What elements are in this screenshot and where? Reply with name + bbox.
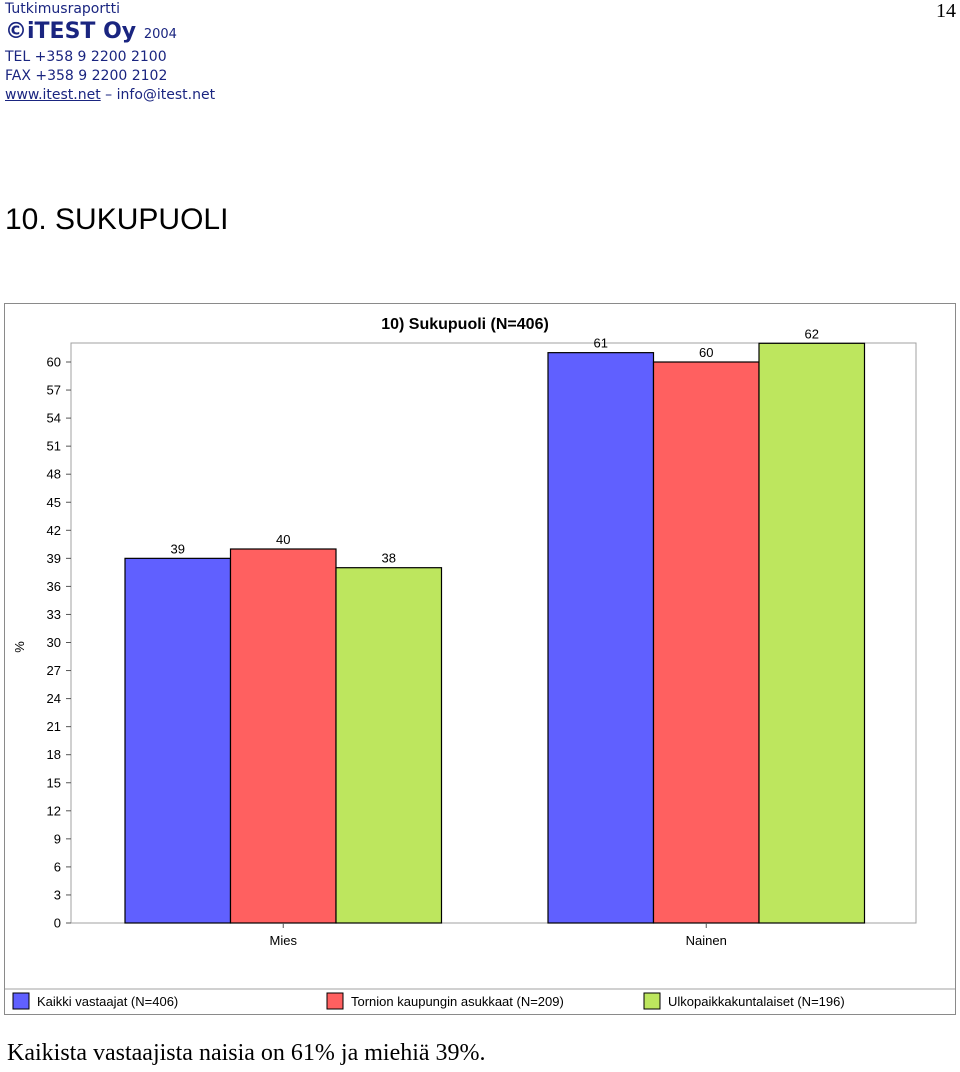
chart-legend: Kaikki vastaajat (N=406) Tornion kaupungi… xyxy=(12,992,845,1010)
email-address: info@itest.net xyxy=(116,87,216,103)
legend-swatch xyxy=(643,992,661,1010)
chart-frame: 10) Sukupuoli (N=406) % 0 3 6 9 12 15 18 21 24 27… xyxy=(4,303,956,1015)
brand-year: 2004 xyxy=(143,27,177,42)
bar-mies-series-1 xyxy=(124,557,232,924)
website-link[interactable]: www.itest.net xyxy=(5,87,101,103)
x-axis-categories: Mies Nainen xyxy=(270,923,727,948)
data-label: 40 xyxy=(276,532,290,547)
y-tick-label: 27 xyxy=(47,663,61,678)
y-tick-label: 21 xyxy=(47,719,61,734)
legend-label: Ulkopaikkakuntalaiset (N=196) xyxy=(668,994,845,1009)
y-tick-label: 3 xyxy=(54,887,61,902)
y-tick-label: 42 xyxy=(47,523,61,538)
x-category-label: Mies xyxy=(270,933,298,948)
contact-separator: – xyxy=(105,87,113,103)
y-tick-label: 6 xyxy=(54,859,61,874)
contact-line: www.itest.net – info@itest.net xyxy=(5,86,215,105)
page-number: 14 xyxy=(936,0,956,22)
bar-mies-series-3 xyxy=(335,567,443,924)
data-label: 60 xyxy=(699,345,713,360)
y-tick-label: 0 xyxy=(54,916,61,931)
copyright-icon: © xyxy=(5,19,27,44)
section-title: 10. SUKUPUOLI xyxy=(5,203,229,236)
y-tick-label: 30 xyxy=(47,635,61,650)
y-tick-label: 54 xyxy=(47,411,61,426)
bars: 39 40 38 61 60 62 xyxy=(124,326,866,924)
y-tick-label: 18 xyxy=(47,747,61,762)
report-label: Tutkimusraportti xyxy=(5,1,121,17)
bar-nainen-series-1 xyxy=(547,352,655,924)
y-tick-label: 24 xyxy=(47,691,61,706)
y-tick-label: 33 xyxy=(47,607,61,622)
y-tick-label: 39 xyxy=(47,551,61,566)
y-tick-label: 60 xyxy=(47,355,61,370)
report-header: Tutkimusraportti ©iTEST Oy 2004 TEL +358… xyxy=(5,0,215,105)
y-tick-label: 45 xyxy=(47,495,61,510)
legend-label: Kaikki vastaajat (N=406) xyxy=(37,994,178,1009)
bar-nainen-series-2 xyxy=(652,361,760,924)
legend-swatch xyxy=(326,992,344,1010)
telephone: TEL +358 9 2200 2100 xyxy=(5,49,167,65)
y-tick-label: 15 xyxy=(47,775,61,790)
x-category-label: Nainen xyxy=(686,933,727,948)
data-label: 62 xyxy=(805,326,819,341)
chart-title: 10) Sukupuoli (N=406) xyxy=(381,316,549,333)
data-label: 61 xyxy=(594,336,608,351)
legend-label: Tornion kaupungin asukkaat (N=209) xyxy=(351,994,564,1009)
brand-name: iTEST Oy xyxy=(27,19,137,44)
y-axis-label: % xyxy=(12,641,27,653)
legend-swatch xyxy=(12,992,30,1010)
bar-mies-series-2 xyxy=(229,548,337,924)
summary-text: Kaikista vastaajista naisia on 61% ja mi… xyxy=(7,1040,486,1066)
fax: FAX +358 9 2200 2102 xyxy=(5,68,168,84)
y-tick-label: 9 xyxy=(54,831,61,846)
bar-chart: 10) Sukupuoli (N=406) % 0369121518212427… xyxy=(5,316,955,1010)
data-label: 38 xyxy=(382,551,396,566)
y-tick-label: 12 xyxy=(47,803,61,818)
y-tick-label: 51 xyxy=(47,439,61,454)
y-tick-label: 48 xyxy=(47,467,61,482)
y-tick-label: 57 xyxy=(47,383,61,398)
y-tick-label: 36 xyxy=(47,579,61,594)
brand-logo: ©iTEST Oy 2004 xyxy=(5,19,215,48)
bar-nainen-series-3 xyxy=(758,342,866,924)
data-label: 39 xyxy=(171,541,185,556)
